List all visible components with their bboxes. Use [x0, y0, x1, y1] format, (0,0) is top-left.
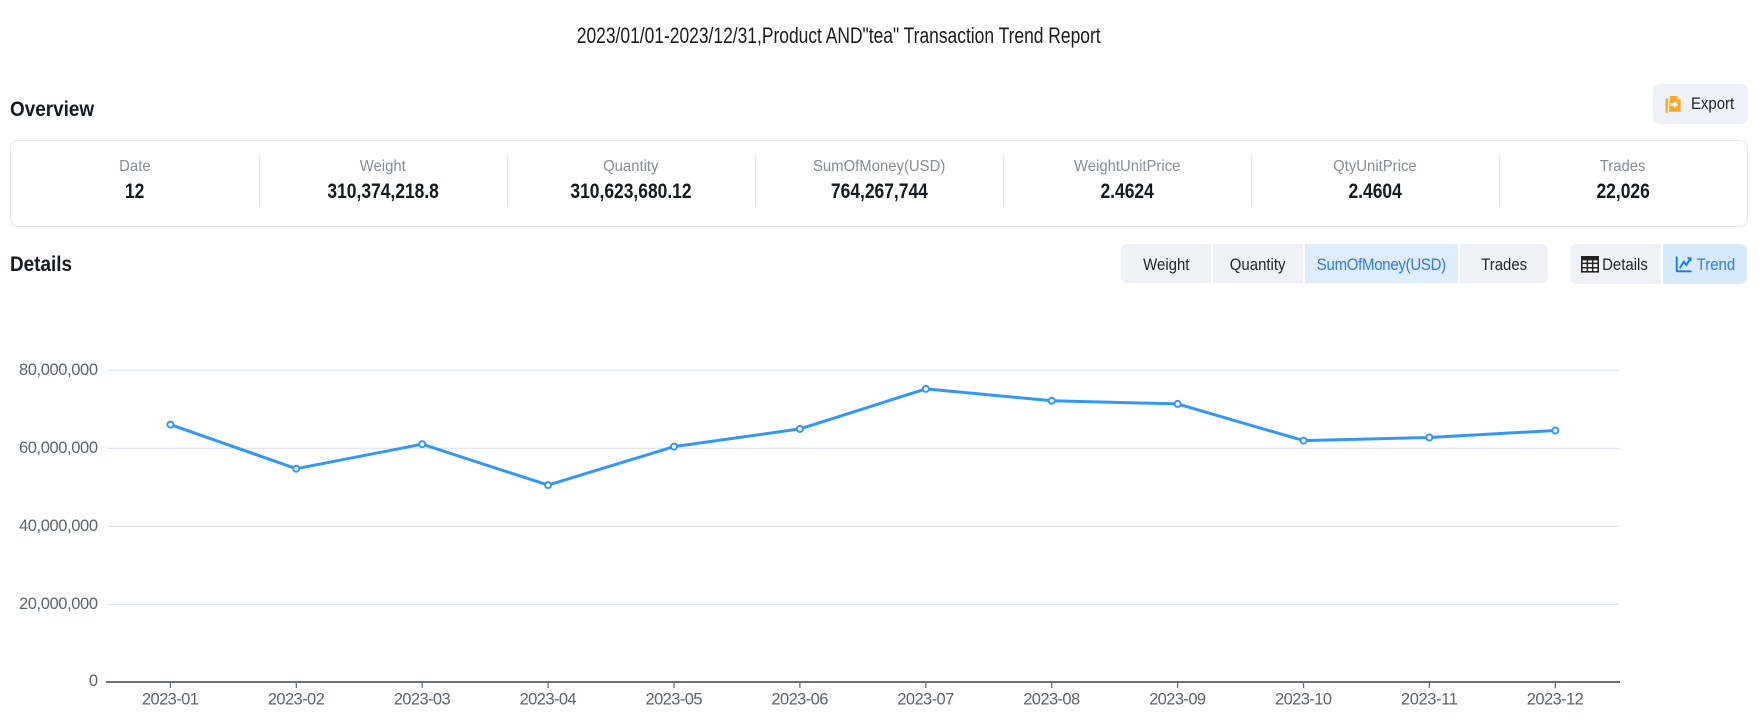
svg-text:40,000,000: 40,000,000: [19, 517, 98, 535]
svg-text:2023-12: 2023-12: [1527, 691, 1584, 709]
svg-text:2023-10: 2023-10: [1275, 691, 1332, 709]
svg-text:2023-03: 2023-03: [394, 691, 451, 709]
svg-text:20,000,000: 20,000,000: [19, 595, 98, 613]
svg-text:2023-05: 2023-05: [646, 691, 703, 709]
svg-text:0: 0: [89, 672, 98, 690]
svg-text:80,000,000: 80,000,000: [19, 361, 98, 379]
svg-text:2023-11: 2023-11: [1401, 691, 1458, 709]
svg-text:2023-08: 2023-08: [1023, 691, 1080, 709]
svg-text:2023-06: 2023-06: [771, 691, 828, 709]
svg-text:2023-04: 2023-04: [520, 691, 577, 709]
svg-text:2023-09: 2023-09: [1149, 691, 1206, 709]
svg-text:2023-02: 2023-02: [268, 691, 325, 709]
svg-text:2023-01: 2023-01: [142, 691, 199, 709]
svg-text:2023-07: 2023-07: [897, 691, 954, 709]
svg-text:60,000,000: 60,000,000: [19, 439, 98, 457]
